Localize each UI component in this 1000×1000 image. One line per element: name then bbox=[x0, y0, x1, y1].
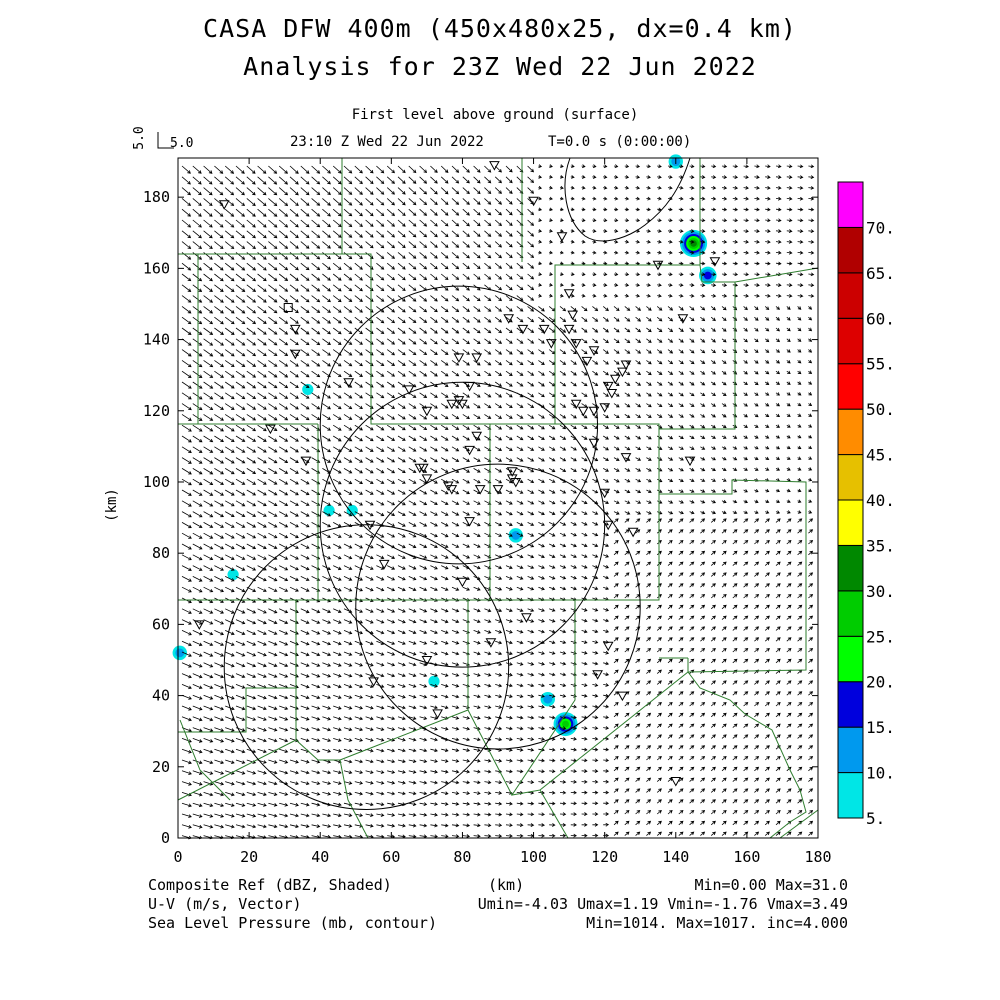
footer-field-1: Composite Ref (dBZ, Shaded) bbox=[148, 876, 392, 894]
echo-cell bbox=[698, 266, 717, 285]
colorbar-label: 45. bbox=[866, 446, 895, 465]
x-tick-label: 160 bbox=[733, 848, 760, 866]
colorbar-label: 5. bbox=[866, 809, 885, 828]
vector-scale-key: 5.0 5.0 bbox=[132, 126, 193, 151]
y-tick-label: 100 bbox=[143, 473, 170, 491]
echo-cell bbox=[323, 504, 335, 517]
colorbar-swatch bbox=[837, 726, 864, 774]
footer-stats-1: Min=0.00 Max=31.0 bbox=[694, 876, 848, 894]
x-tick-label: 60 bbox=[382, 848, 400, 866]
colorbar-swatch bbox=[837, 544, 864, 592]
colorbar-swatch bbox=[837, 181, 864, 228]
reflectivity-colorbar: 5. 10. 15. 20. 25. 30. 35. 40. 45. 50. 55. 60. 65. 70… bbox=[837, 181, 895, 828]
y-tick-label: 160 bbox=[143, 259, 170, 277]
vector-scale-label: 5.0 bbox=[170, 136, 193, 151]
radar-range-ring bbox=[223, 524, 510, 811]
reflectivity-layer bbox=[172, 154, 717, 737]
wind-vector-layer bbox=[181, 164, 815, 840]
colorbar-label: 10. bbox=[866, 764, 895, 783]
footer-field-3: Sea Level Pressure (mb, contour) bbox=[148, 914, 437, 932]
colorbar-swatch bbox=[837, 635, 864, 683]
colorbar-swatch bbox=[837, 408, 864, 456]
y-tick-label: 60 bbox=[152, 615, 170, 633]
echo-cell bbox=[540, 691, 555, 707]
station-triangles bbox=[193, 161, 721, 787]
x-tick-label: 0 bbox=[173, 848, 182, 866]
chart-title: CASA DFW 400m (450x480x25, dx=0.4 km) bbox=[203, 14, 797, 43]
echo-cell bbox=[428, 675, 440, 687]
colorbar-swatch bbox=[837, 454, 864, 501]
station-square bbox=[283, 303, 293, 313]
colorbar-label: 20. bbox=[866, 673, 895, 692]
colorbar-swatch bbox=[837, 772, 864, 819]
colorbar-label: 60. bbox=[866, 309, 895, 328]
valid-time-label: 23:10 Z Wed 22 Jun 2022 bbox=[290, 134, 484, 150]
y-tick-label: 80 bbox=[152, 544, 170, 562]
echo-cell bbox=[227, 568, 239, 581]
y-tick-label: 180 bbox=[143, 188, 170, 206]
station-markers bbox=[193, 161, 721, 787]
x-axis-unit: (km) bbox=[488, 876, 524, 894]
vector-scale-rotated-label: 5.0 bbox=[132, 126, 147, 149]
colorbar-swatch bbox=[837, 317, 864, 365]
x-tick-label: 140 bbox=[662, 848, 689, 866]
forecast-time-label: T=0.0 s (0:00:00) bbox=[548, 134, 692, 150]
county-boundaries bbox=[177, 158, 819, 839]
colorbar-label: 65. bbox=[866, 264, 895, 283]
echo-cell bbox=[508, 528, 523, 543]
colorbar-label: 35. bbox=[866, 536, 895, 555]
x-tick-label: 180 bbox=[804, 848, 831, 866]
x-tick-label: 100 bbox=[520, 848, 547, 866]
colorbar-swatch bbox=[837, 272, 864, 319]
colorbar-swatch bbox=[837, 681, 864, 728]
x-tick-label: 20 bbox=[240, 848, 258, 866]
y-tick-label: 140 bbox=[143, 331, 170, 349]
y-axis-unit: (km) bbox=[104, 488, 120, 522]
colorbar-swatch bbox=[837, 499, 864, 546]
y-tick-label: 40 bbox=[152, 687, 170, 705]
colorbar-label: 30. bbox=[866, 582, 895, 601]
echo-cell bbox=[302, 383, 314, 396]
y-tick-label: 20 bbox=[152, 758, 170, 776]
x-tick-label: 80 bbox=[453, 848, 471, 866]
analysis-time-title: Analysis for 23Z Wed 22 Jun 2022 bbox=[243, 52, 757, 81]
radar-range-rings bbox=[223, 285, 641, 811]
colorbar-label: 50. bbox=[866, 400, 895, 419]
colorbar-swatch bbox=[837, 590, 864, 637]
colorbar-label: 55. bbox=[866, 355, 895, 374]
pressure-contour bbox=[564, 157, 691, 242]
colorbar-swatch bbox=[837, 226, 864, 274]
footer-stats-2: Umin=-4.03 Umax=1.19 Vmin=-1.76 Vmax=3.4… bbox=[478, 895, 848, 913]
footer-stats-3: Min=1014. Max=1017. inc=4.000 bbox=[586, 914, 848, 932]
plot-frame bbox=[177, 157, 819, 839]
y-tick-label: 120 bbox=[143, 402, 170, 420]
radar-range-ring bbox=[319, 381, 606, 668]
colorbar-label: 15. bbox=[866, 718, 895, 737]
colorbar-label: 40. bbox=[866, 491, 895, 510]
radar-range-ring bbox=[319, 285, 599, 565]
level-subtitle: First level above ground (surface) bbox=[351, 107, 639, 123]
colorbar-swatch bbox=[837, 363, 864, 410]
x-tick-label: 120 bbox=[591, 848, 618, 866]
y-axis-ticks: 0 20 40 60 80 100 120 140 160 180 bbox=[143, 188, 818, 847]
echo-cell bbox=[346, 504, 358, 517]
colorbar-label: 70. bbox=[866, 218, 895, 237]
x-tick-label: 40 bbox=[311, 848, 329, 866]
footer-field-2: U-V (m/s, Vector) bbox=[148, 895, 302, 913]
y-tick-label: 0 bbox=[161, 829, 170, 847]
colorbar-label: 25. bbox=[866, 627, 895, 646]
x-axis-ticks: 0 20 40 60 80 100 120 140 160 180 bbox=[173, 158, 832, 866]
radar-range-ring bbox=[355, 463, 641, 750]
